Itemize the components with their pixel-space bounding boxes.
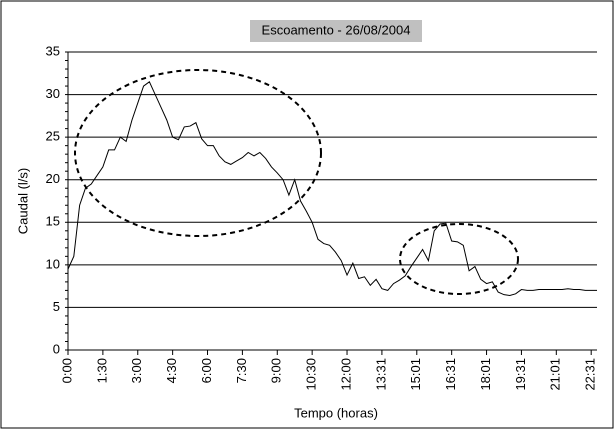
x-tick-label: 16:31	[443, 358, 458, 391]
y-axis-label: Caudal (l/s)	[15, 168, 30, 234]
title-box	[250, 20, 422, 42]
y-tick-label: 10	[46, 256, 60, 271]
x-axis-label: Tempo (horas)	[294, 405, 378, 420]
y-tick-label: 25	[46, 129, 60, 144]
x-tick-label: 10:30	[304, 358, 319, 391]
x-tick-label: 15:01	[408, 358, 423, 391]
x-tick-label: 3:00	[129, 358, 144, 383]
x-tick-label: 0:00	[59, 358, 74, 383]
x-tick-label: 22:31	[583, 358, 598, 391]
x-tick-label: 6:00	[199, 358, 214, 383]
x-tick-label: 9:00	[269, 358, 284, 383]
x-tick-label: 7:30	[234, 358, 249, 383]
x-tick-label: 13:31	[373, 358, 388, 391]
x-tick-label: 12:00	[338, 358, 353, 391]
y-tick-label: 0	[53, 341, 60, 356]
x-tick-label: 21:01	[548, 358, 563, 391]
x-tick-label: 19:31	[513, 358, 528, 391]
x-tick-label: 1:30	[94, 358, 109, 383]
x-tick-label: 18:01	[478, 358, 493, 391]
data-line	[67, 81, 597, 297]
annotation-ellipse	[399, 223, 519, 295]
y-tick-label: 35	[46, 43, 60, 58]
y-tick-label: 15	[46, 214, 60, 229]
annotation-ellipse	[74, 69, 322, 237]
x-tick-label: 4:30	[164, 358, 179, 383]
y-tick-label: 30	[46, 86, 60, 101]
chart-title: Escoamento - 26/08/2004	[262, 22, 411, 37]
y-tick-label: 5	[53, 299, 60, 314]
y-tick-label: 20	[46, 171, 60, 186]
